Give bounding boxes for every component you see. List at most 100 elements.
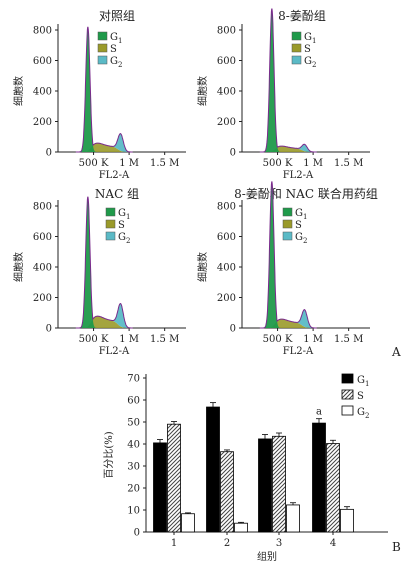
legend-swatch-s xyxy=(105,219,116,229)
x-tick-label: 500 K xyxy=(263,158,293,169)
legend-swatch-g1 xyxy=(97,31,108,41)
legend-label-g1: G1 xyxy=(118,208,130,221)
panel-title: 对照组 xyxy=(99,9,135,23)
fit-curve xyxy=(75,196,133,329)
legend-swatch-g2 xyxy=(97,55,108,65)
fit-curve xyxy=(259,8,317,153)
bar-g1 xyxy=(153,442,167,533)
bar-g1 xyxy=(258,438,272,533)
bar-legend-label-s: S xyxy=(357,391,364,402)
bar-g2 xyxy=(340,508,354,533)
phase-area-g1 xyxy=(75,197,133,328)
panel-title: 8-姜酚和 NAC 联合用药组 xyxy=(234,186,378,201)
legend-swatch-s xyxy=(282,219,293,229)
y-tick-label: 400 xyxy=(33,263,52,274)
y-tick-label: 200 xyxy=(217,293,236,304)
legend-label-g1: G1 xyxy=(110,32,122,45)
bar-y-tick-label: 60 xyxy=(127,396,140,407)
y-tick-label: 200 xyxy=(33,293,52,304)
legend-label-s: S xyxy=(118,220,125,231)
histogram-panel-4: 8-姜酚和 NAC 联合用药组 0 200 400 600 800 500 K 1 M 1.5 … xyxy=(196,181,378,357)
x-tick-label: 500 K xyxy=(79,334,109,345)
bar-legend-swatch-g1 xyxy=(341,373,354,384)
x-tick-label: 1.5 M xyxy=(150,334,179,345)
legend-label-g1: G1 xyxy=(295,208,307,221)
bar-legend-swatch-s xyxy=(341,389,354,400)
phase-area-g2 xyxy=(259,144,317,152)
bar-y-tick-label: 30 xyxy=(127,462,140,473)
bar-y-tick-label: 0 xyxy=(134,528,140,539)
legend-label-g2: G2 xyxy=(304,56,316,69)
histogram-panel-3: NAC 组 0 200 400 600 800 500 K 1 M 1.5 M FL2-A 细胞数 G… xyxy=(12,187,186,357)
x-tick-label: 500 K xyxy=(79,158,109,169)
bar-y-tick-label: 20 xyxy=(127,484,140,495)
y-tick-label: 800 xyxy=(33,26,52,37)
y-tick-label: 800 xyxy=(33,202,52,213)
bar-x-tick-label: 3 xyxy=(276,538,282,549)
bar-s xyxy=(167,423,181,533)
bar-g1 xyxy=(312,422,326,533)
legend-label-s: S xyxy=(304,44,311,55)
y-axis-label: 细胞数 xyxy=(196,252,209,282)
histogram-panel-1: 对照组 0 200 400 600 800 500 K 1 M 1.5 M FL2-A 细胞数 G1S… xyxy=(12,9,186,181)
bar-s xyxy=(326,443,340,533)
bar-y-tick-label: 50 xyxy=(127,418,140,429)
legend-swatch-g1 xyxy=(282,207,293,217)
x-axis-label: FL2-A xyxy=(283,346,314,357)
legend-label-s: S xyxy=(295,220,302,231)
y-tick-label: 0 xyxy=(46,324,52,335)
bar-y-axis-label: 百分比(%) xyxy=(103,431,115,478)
legend-label-g2: G2 xyxy=(118,232,130,245)
y-tick-label: 600 xyxy=(33,232,52,243)
legend-swatch-g1 xyxy=(291,31,302,41)
phase-area-g1 xyxy=(75,27,133,153)
legend-label-g1: G1 xyxy=(304,32,316,45)
bar-y-tick-label: 10 xyxy=(127,506,140,517)
x-tick-label: 1.5 M xyxy=(150,158,179,169)
x-tick-label: 1 M xyxy=(303,334,323,345)
bar-x-tick-label: 1 xyxy=(171,538,177,549)
x-axis-label: FL2-A xyxy=(283,170,314,181)
y-tick-label: 800 xyxy=(217,202,236,213)
legend-swatch-s xyxy=(97,43,108,53)
bar-x-tick-label: 2 xyxy=(224,538,230,549)
bar-legend-label-g1: G1 xyxy=(357,375,369,388)
fit-curve xyxy=(75,26,133,153)
legend-swatch-s xyxy=(291,43,302,53)
fit-curve xyxy=(259,181,317,329)
y-tick-label: 800 xyxy=(217,26,236,37)
bar-g2 xyxy=(234,522,248,533)
y-tick-label: 400 xyxy=(33,87,52,98)
legend-swatch-g2 xyxy=(282,231,293,241)
bar-x-axis-label: 组别 xyxy=(257,550,277,563)
significance-annotation: a xyxy=(316,407,322,418)
x-tick-label: 1.5 M xyxy=(334,158,363,169)
x-tick-label: 1 M xyxy=(119,334,139,345)
y-tick-label: 200 xyxy=(33,117,52,128)
y-tick-label: 200 xyxy=(217,117,236,128)
x-tick-label: 500 K xyxy=(263,334,293,345)
phase-area-g1 xyxy=(259,9,317,152)
legend-swatch-g1 xyxy=(105,207,116,217)
y-tick-label: 600 xyxy=(217,232,236,243)
y-tick-label: 600 xyxy=(217,56,236,67)
y-tick-label: 0 xyxy=(230,324,236,335)
y-axis-label: 细胞数 xyxy=(12,252,25,282)
bar-legend-swatch-g2 xyxy=(341,405,354,416)
y-axis-label: 细胞数 xyxy=(196,76,209,106)
legend-swatch-g2 xyxy=(291,55,302,65)
bar-legend-label-g2: G2 xyxy=(357,407,369,420)
y-axis-label: 细胞数 xyxy=(12,76,25,106)
legend-label-s: S xyxy=(110,44,117,55)
bar-s xyxy=(220,451,234,533)
panel-title: 8-姜酚组 xyxy=(278,9,326,23)
y-tick-label: 0 xyxy=(230,148,236,159)
bar-s xyxy=(272,435,286,533)
bar-y-tick-label: 70 xyxy=(127,374,140,385)
bar-g2 xyxy=(286,504,300,533)
legend-label-g2: G2 xyxy=(295,232,307,245)
x-axis-label: FL2-A xyxy=(99,346,130,357)
histogram-panel-2: 8-姜酚组 0 200 400 600 800 500 K 1 M 1.5 M FL2-A 细胞数 G… xyxy=(196,8,370,181)
legend-swatch-g2 xyxy=(105,231,116,241)
x-tick-label: 1.5 M xyxy=(334,334,363,345)
